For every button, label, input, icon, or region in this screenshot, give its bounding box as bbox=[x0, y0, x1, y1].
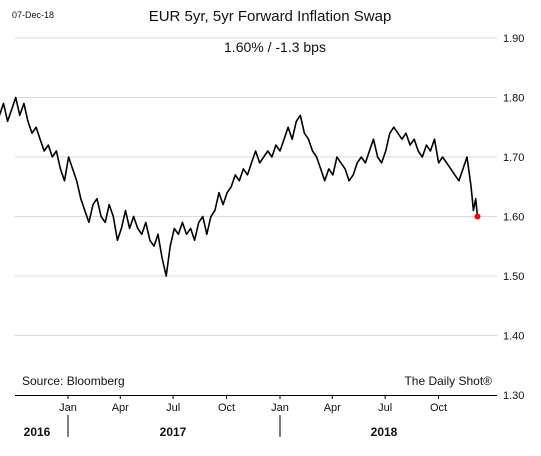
series-line bbox=[0, 96, 479, 277]
headline-value: 1.60% / -1.3 bps bbox=[224, 39, 326, 55]
y-axis: 1.30 1.40 1.50 1.60 1.70 1.80 1.90 bbox=[503, 33, 524, 402]
y-tick-label: 1.90 bbox=[503, 33, 524, 45]
x-tick-label: Jul bbox=[378, 402, 392, 414]
series-layer bbox=[0, 96, 481, 277]
x-tick-label: Jan bbox=[59, 402, 77, 414]
y-tick-label: 1.40 bbox=[503, 331, 524, 343]
y-tick-label: 1.30 bbox=[503, 390, 524, 402]
x-tick-label: Apr bbox=[324, 402, 341, 414]
y-tick-label: 1.70 bbox=[503, 152, 524, 164]
y-tick-label: 1.50 bbox=[503, 271, 524, 283]
x-tick-label: Oct bbox=[430, 402, 447, 414]
source-label: Source: Bloomberg bbox=[22, 374, 125, 388]
year-label: 2018 bbox=[371, 425, 398, 439]
x-tick-label: Jan bbox=[271, 402, 289, 414]
y-tick-label: 1.60 bbox=[503, 212, 524, 224]
chart-title: EUR 5yr, 5yr Forward Inflation Swap bbox=[149, 8, 392, 25]
date-stamp: 07-Dec-18 bbox=[12, 10, 54, 20]
gridlines bbox=[15, 37, 497, 336]
year-label: 2017 bbox=[160, 425, 187, 439]
x-axis: Jan Apr Jul Oct Jan Apr Jul Oct 2016 2017 2018 bbox=[24, 395, 447, 439]
brand-label: The Daily Shot® bbox=[404, 374, 492, 388]
x-tick-label: Jul bbox=[166, 402, 180, 414]
x-tick-label: Oct bbox=[218, 402, 235, 414]
y-tick-label: 1.80 bbox=[503, 93, 524, 105]
x-tick-label: Apr bbox=[112, 402, 129, 414]
year-label: 2016 bbox=[24, 425, 51, 439]
last-value-marker bbox=[474, 213, 481, 220]
